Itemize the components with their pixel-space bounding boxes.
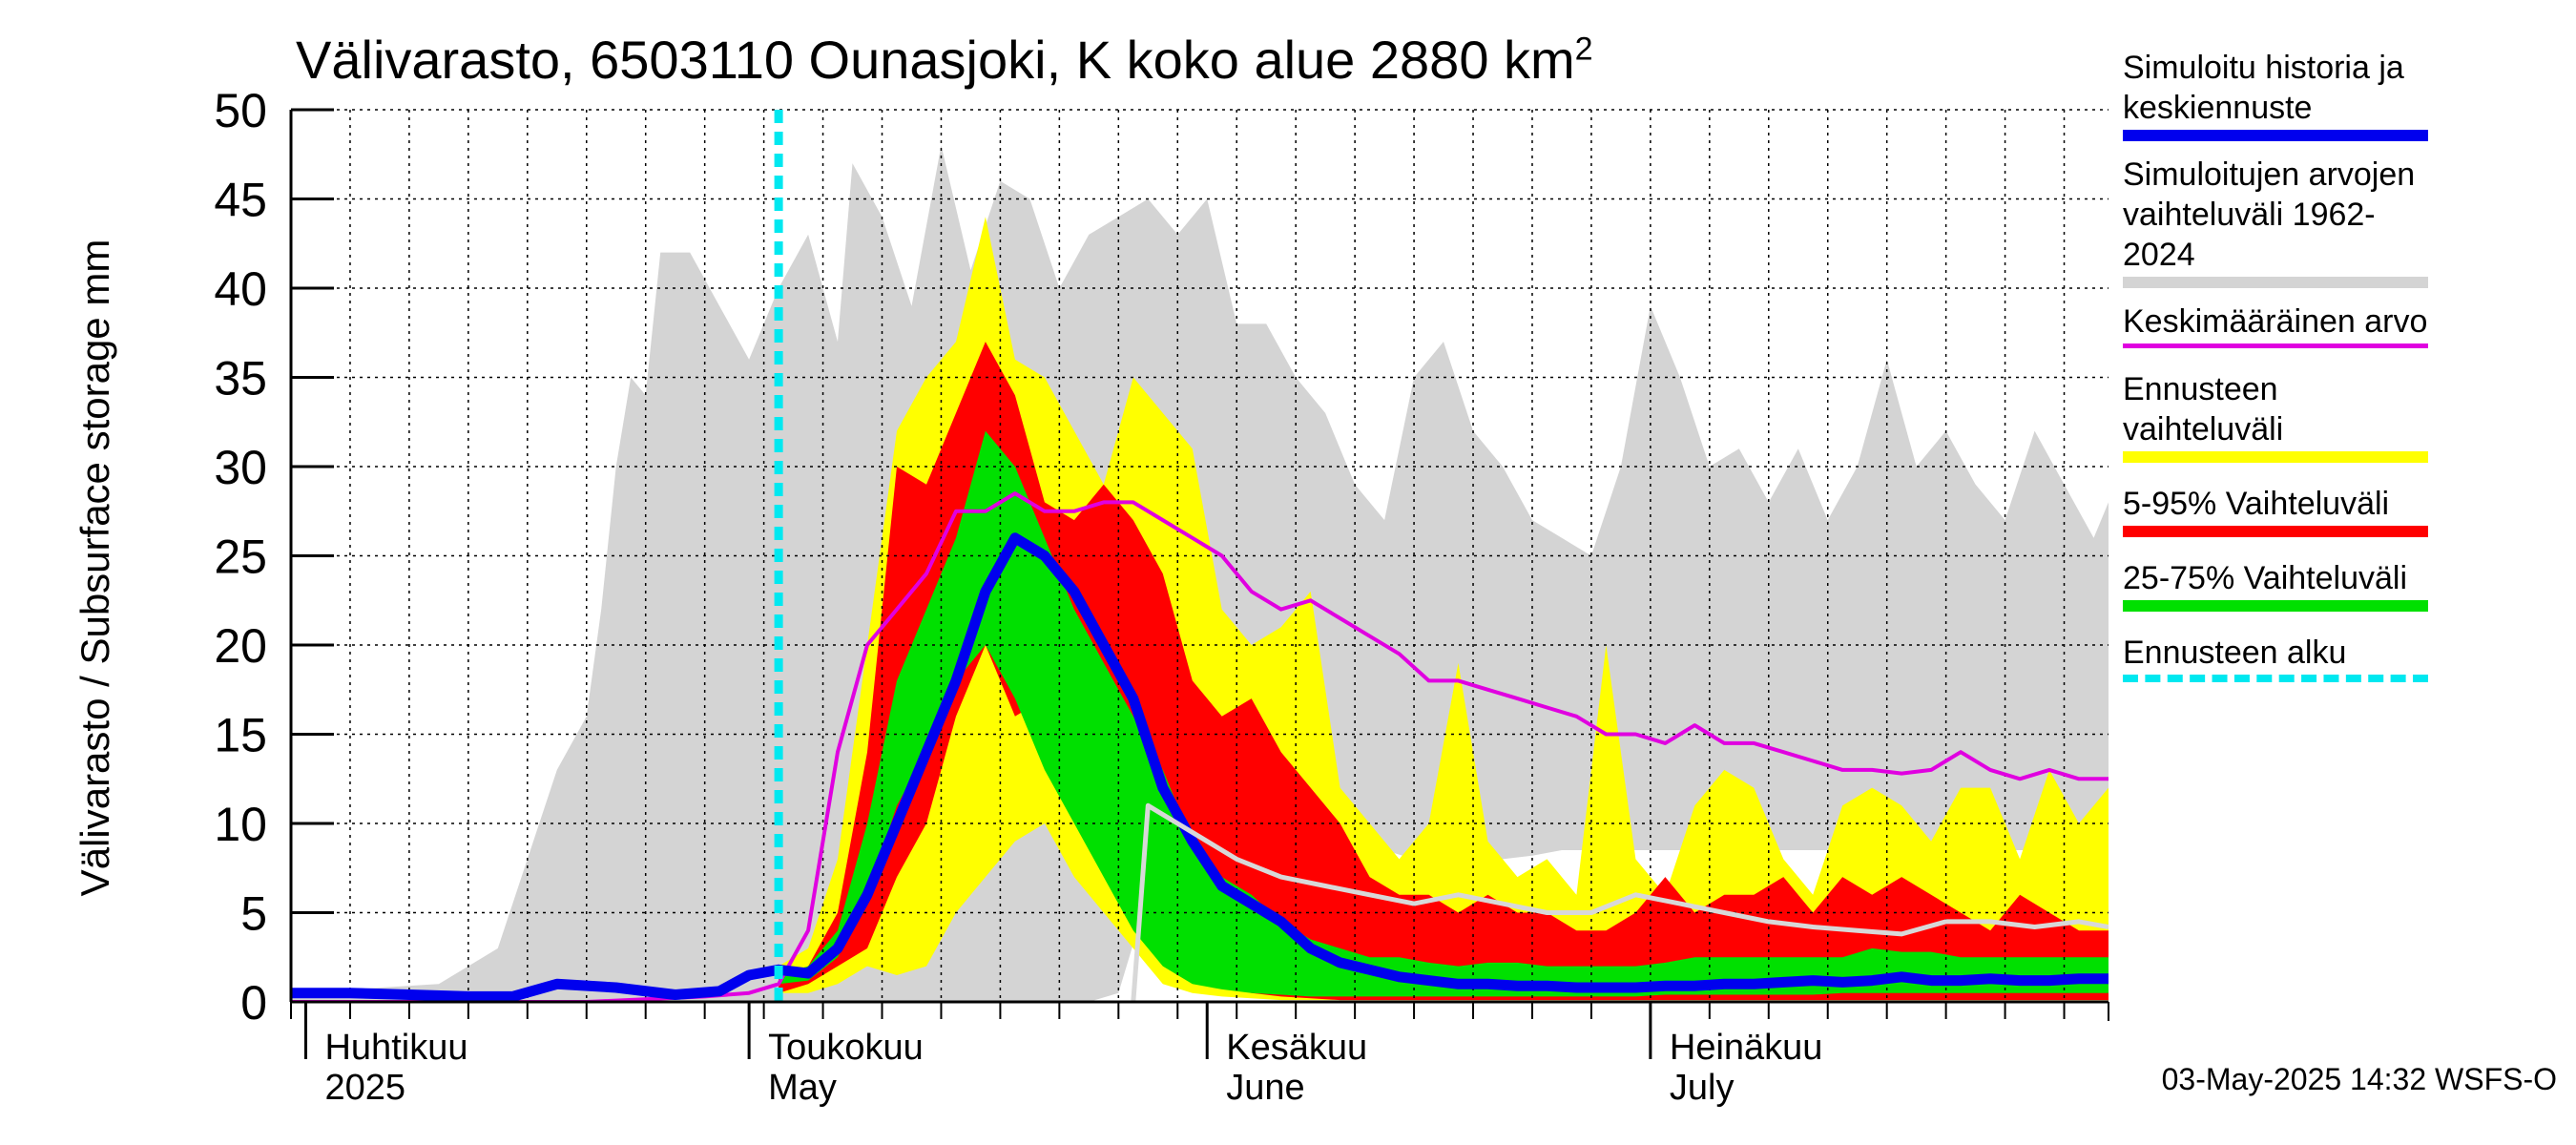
y-axis-label: Välivarasto / Subsurface storage mm (73, 239, 117, 897)
legend-swatch (2123, 451, 2428, 463)
legend-item-mean: Keskimääräinen arvo (2123, 302, 2438, 348)
x-month-label: Toukokuu (768, 1028, 924, 1068)
chart-title: Välivarasto, 6503110 Ounasjoki, K koko a… (296, 29, 1593, 91)
x-month-label: Huhtikuu (324, 1028, 467, 1068)
series-line (291, 491, 2109, 1002)
timestamp-footer: 03-May-2025 14:32 WSFS-O (2161, 1062, 2557, 1096)
legend-label: 5-95% Vaihteluväli (2123, 486, 2390, 522)
legend-swatch (2123, 277, 2428, 288)
y-tick-label: 50 (214, 84, 267, 137)
legend-item-5-95: 5-95% Vaihteluväli (2123, 484, 2438, 537)
y-tick-label: 25 (214, 531, 267, 584)
legend-label: Simuloitu historia ja keskiennuste (2123, 50, 2404, 126)
legend-label: 25-75% Vaihteluväli (2123, 560, 2407, 596)
x-month-label: Kesäkuu (1226, 1028, 1367, 1068)
legend-label: Ennusteen vaihteluväli (2123, 371, 2284, 448)
y-tick-label: 30 (214, 441, 267, 494)
x-month-sublabel: July (1670, 1068, 1735, 1108)
x-month-sublabel: May (768, 1068, 837, 1108)
y-tick-label: 45 (214, 174, 267, 227)
legend-label: Simuloitujen arvojen vaihteluväli 1962-2… (2123, 156, 2416, 273)
legend-item-history: Simuloitu historia ja keskiennuste (2123, 48, 2438, 141)
grid-layer (290, 109, 2109, 1002)
x-month-sublabel: 2025 (324, 1068, 405, 1108)
bands-layer (291, 145, 2109, 1002)
legend: Simuloitu historia ja keskiennuste Simul… (2123, 48, 2438, 682)
legend-label: Keskimääräinen arvo (2123, 303, 2428, 340)
y-tick-label: 15 (214, 709, 267, 762)
axes-layer: 05101520253035404550Huhtikuu2025Toukokuu… (214, 84, 2109, 1108)
y-tick-label: 10 (214, 798, 267, 851)
y-tick-label: 40 (214, 262, 267, 316)
legend-swatch (2123, 600, 2428, 612)
series-line (1131, 802, 2109, 1002)
lines-layer (291, 110, 2109, 1002)
legend-item-forecast-range: Ennusteen vaihteluväli (2123, 369, 2438, 463)
y-tick-label: 5 (240, 887, 267, 941)
legend-swatch (2123, 344, 2428, 348)
y-tick-label: 0 (240, 976, 267, 1030)
x-month-label: Heinäkuu (1670, 1028, 1823, 1068)
legend-item-forecast-start: Ennusteen alku (2123, 633, 2438, 682)
legend-item-range: Simuloitujen arvojen vaihteluväli 1962-2… (2123, 155, 2438, 288)
chart-title-superscript: 2 (1574, 31, 1593, 68)
x-month-sublabel: June (1226, 1068, 1304, 1108)
legend-label: Ennusteen alku (2123, 635, 2347, 671)
y-tick-label: 20 (214, 619, 267, 673)
legend-swatch (2123, 526, 2428, 537)
series-line (291, 532, 2109, 1002)
legend-swatch (2123, 675, 2428, 682)
band-00e000 (779, 430, 2109, 997)
legend-item-25-75: 25-75% Vaihteluväli (2123, 558, 2438, 612)
legend-swatch (2123, 130, 2428, 141)
chart-title-text: Välivarasto, 6503110 Ounasjoki, K koko a… (296, 30, 1575, 90)
y-tick-label: 35 (214, 352, 267, 406)
